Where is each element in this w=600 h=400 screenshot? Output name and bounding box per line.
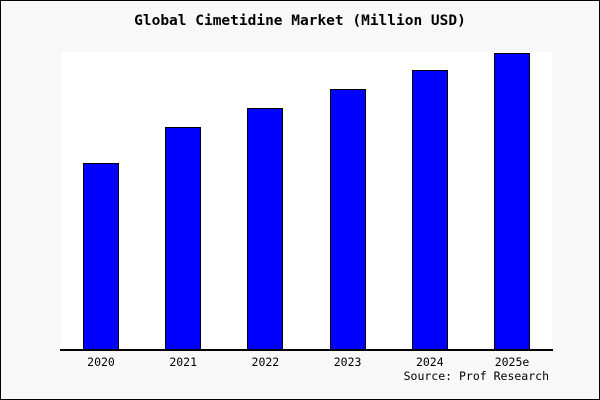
bar-2023 <box>329 89 366 350</box>
x-axis-label-2024: 2024 <box>415 355 444 369</box>
x-axis-label-2022: 2022 <box>251 355 280 369</box>
x-axis-label-2025e: 2025e <box>494 355 530 369</box>
bar-2021 <box>165 127 202 350</box>
x-axis-label-2020: 2020 <box>87 355 115 369</box>
chart-title: Global Cimetidine Market (Million USD) <box>134 13 466 29</box>
x-axis-label-2021: 2021 <box>169 355 198 369</box>
plot-area <box>61 52 552 350</box>
x-axis-line <box>60 349 553 351</box>
bar-2020 <box>83 163 119 350</box>
bar-2025e <box>494 53 530 350</box>
bar-2022 <box>247 108 284 350</box>
x-axis-label-2023: 2023 <box>333 355 362 369</box>
bar-2024 <box>411 70 448 350</box>
source-note: Source: Prof Research <box>403 369 549 383</box>
